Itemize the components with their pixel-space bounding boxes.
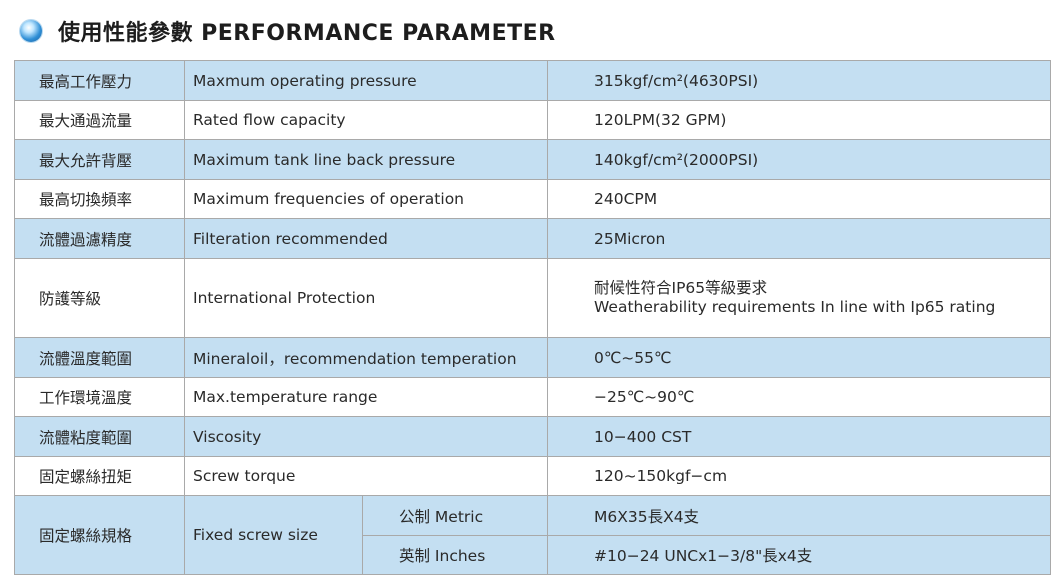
param-name-en: Fixed screw size — [184, 495, 363, 575]
param-name-en: Rated flow capacity — [184, 100, 548, 140]
param-name-zh: 工作環境溫度 — [14, 377, 185, 417]
param-value: 140kgf/cm²(2000PSI) — [547, 139, 1051, 180]
sub-param-label: 英制 Inches — [362, 535, 548, 575]
param-value: 耐候性符合IP65等級要求 Weatherability requirement… — [547, 258, 1051, 338]
param-name-zh: 流體溫度範圍 — [14, 337, 185, 378]
table-row: 最高工作壓力 Maxmum operating pressure 315kgf/… — [14, 60, 1051, 101]
param-name-en: Mineraloil，recommendation temperation — [184, 337, 548, 378]
param-name-en: Screw torque — [184, 456, 548, 496]
section-title: 使用性能參數 PERFORMANCE PARAMETER — [58, 21, 556, 46]
param-name-zh: 最大允許背壓 — [14, 139, 185, 180]
performance-parameter-table: 最高工作壓力 Maxmum operating pressure 315kgf/… — [14, 60, 1051, 575]
param-name-en: International Protection — [184, 258, 548, 338]
param-value-line-en: Weatherability requirements In line with… — [594, 298, 996, 316]
param-value: 315kgf/cm²(4630PSI) — [547, 60, 1051, 101]
param-name-zh: 最大通過流量 — [14, 100, 185, 140]
table-row: 防護等級 International Protection 耐候性符合IP65等… — [14, 258, 1051, 338]
table-row: 最高切換頻率 Maximum frequencies of operation … — [14, 179, 1051, 219]
param-name-zh: 固定螺絲扭矩 — [14, 456, 185, 496]
param-value: M6X35長X4支 — [547, 495, 1051, 536]
param-value: 120LPM(32 GPM) — [547, 100, 1051, 140]
section-header: 使用性能參數 PERFORMANCE PARAMETER — [14, 14, 556, 48]
param-name-zh: 流體過濾精度 — [14, 218, 185, 259]
param-name-en: Maximum frequencies of operation — [184, 179, 548, 219]
table-row: 最大通過流量 Rated flow capacity 120LPM(32 GPM… — [14, 100, 1051, 140]
param-name-en: Viscosity — [184, 416, 548, 457]
param-name-zh: 固定螺絲規格 — [14, 495, 185, 575]
param-name-zh: 最高工作壓力 — [14, 60, 185, 101]
param-value: 25Micron — [547, 218, 1051, 259]
table-row: 英制 Inches #10−24 UNCx1−3/8"長x4支 — [15, 535, 1051, 575]
param-name-zh: 防護等級 — [14, 258, 185, 338]
param-name-en: Maxmum operating pressure — [184, 60, 548, 101]
param-value: #10−24 UNCx1−3/8"長x4支 — [547, 535, 1051, 575]
blue-orb-bullet-icon — [20, 20, 42, 42]
param-name-en: Maximum tank line back pressure — [184, 139, 548, 180]
param-value-line-zh: 耐候性符合IP65等級要求 — [594, 279, 768, 297]
table-row: 工作環境溫度 Max.temperature range −25℃~90℃ — [14, 377, 1051, 417]
table-row: 固定螺絲扭矩 Screw torque 120~150kgf−cm — [14, 456, 1051, 496]
table-row: 最大允許背壓 Maximum tank line back pressure 1… — [14, 139, 1051, 180]
table-row: 流體粘度範圍 Viscosity 10−400 CST — [14, 416, 1051, 457]
param-name-zh: 流體粘度範圍 — [14, 416, 185, 457]
table-row: 流體過濾精度 Filteration recommended 25Micron — [14, 218, 1051, 259]
param-value: 120~150kgf−cm — [547, 456, 1051, 496]
param-value: 240CPM — [547, 179, 1051, 219]
param-name-en: Filteration recommended — [184, 218, 548, 259]
table-row: 固定螺絲規格 Fixed screw size 公制 Metric M6X35長… — [14, 495, 1051, 575]
param-value: 10−400 CST — [547, 416, 1051, 457]
param-value: 0℃~55℃ — [547, 337, 1051, 378]
param-value: −25℃~90℃ — [547, 377, 1051, 417]
param-name-zh: 最高切換頻率 — [14, 179, 185, 219]
table-row: 流體溫度範圍 Mineraloil，recommendation tempera… — [14, 337, 1051, 378]
sub-param-label: 公制 Metric — [362, 495, 548, 536]
param-name-en: Max.temperature range — [184, 377, 548, 417]
